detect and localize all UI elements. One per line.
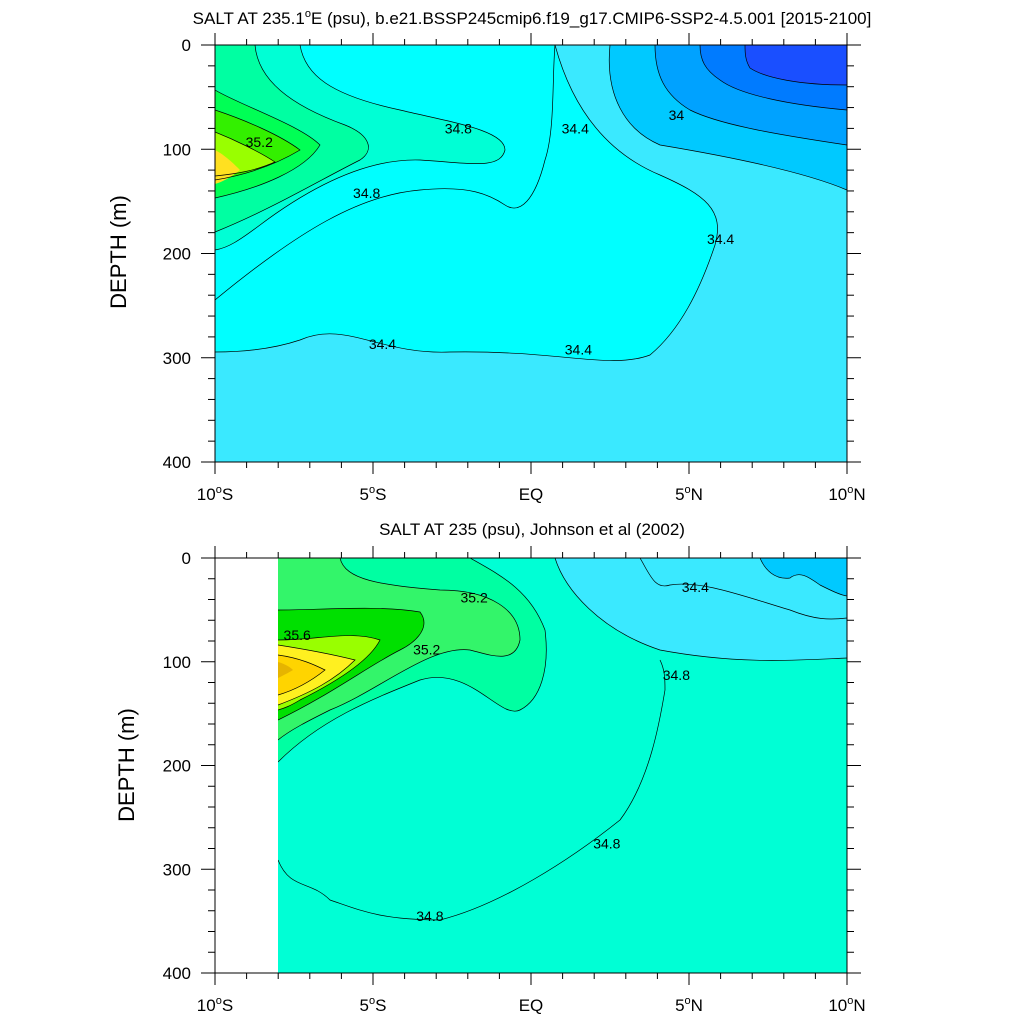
contour-label: 35.2 <box>246 134 273 150</box>
contour-field <box>278 558 847 973</box>
contour-label: 34.4 <box>707 231 734 247</box>
x-tick-label: EQ <box>519 996 544 1015</box>
x-tick-label: 10oN <box>828 484 865 504</box>
contour-label: 34.4 <box>369 336 396 352</box>
contour-label: 34.8 <box>445 120 472 136</box>
x-tick-label: 5oS <box>360 484 387 504</box>
contour-label: 35.2 <box>413 641 440 657</box>
contour-label: 34.8 <box>353 185 380 201</box>
contour-label: 34.8 <box>593 835 620 851</box>
x-tick-label: 10oN <box>828 995 865 1015</box>
contour-band <box>760 558 847 596</box>
contour-label: 35.6 <box>284 627 311 643</box>
x-tick-label: 5oS <box>360 995 387 1015</box>
y-tick-label: 400 <box>163 964 191 983</box>
y-tick-label: 0 <box>182 36 191 55</box>
y-tick-label: 100 <box>163 140 191 159</box>
x-tick-label: 5oN <box>675 995 703 1015</box>
contour-label: 34.4 <box>562 120 589 136</box>
panel-title: SALT AT 235.1oE (psu), b.e21.BSSP245cmip… <box>193 8 872 28</box>
contour-field <box>215 45 847 462</box>
x-tick-label: EQ <box>519 485 544 504</box>
y-axis-label: DEPTH (m) <box>114 708 139 822</box>
contour-labels: 35.6 35.2 35.2 34.4 34.8 34.8 34.8 <box>284 579 710 924</box>
contour-label: 34.4 <box>565 341 592 357</box>
contour-label: 35.2 <box>460 589 487 605</box>
contour-label: 34 <box>669 107 685 123</box>
panel-observed: SALT AT 235 (psu), Johnson et al (2002) <box>114 520 866 1015</box>
y-tick-label: 200 <box>163 245 191 264</box>
x-tick-label: 10oS <box>197 484 233 504</box>
contour-label: 34.4 <box>682 579 709 595</box>
contour-band <box>278 662 293 678</box>
contour-band <box>278 650 665 920</box>
contour-label: 34.8 <box>416 908 443 924</box>
axes: 0 100 200 300 400 10oS 5oS EQ 5oN 10oN <box>163 33 866 504</box>
x-tick-label: 10oS <box>197 995 233 1015</box>
y-axis-label: DEPTH (m) <box>106 195 131 309</box>
y-tick-label: 0 <box>182 549 191 568</box>
y-tick-label: 300 <box>163 349 191 368</box>
contour-label: 34.8 <box>663 667 690 683</box>
contour-band <box>745 45 847 85</box>
panel-model: SALT AT 235.1oE (psu), b.e21.BSSP245cmip… <box>106 8 871 504</box>
axes: 0 100 200 300 400 10oS 5oS EQ 5oN 10oN <box>163 546 866 1015</box>
y-tick-label: 300 <box>163 860 191 879</box>
panel-title: SALT AT 235 (psu), Johnson et al (2002) <box>379 520 685 539</box>
y-tick-label: 100 <box>163 653 191 672</box>
contour-labels: 35.2 34.8 34.8 34.4 34 34.4 34.4 34.4 <box>246 107 735 358</box>
y-tick-label: 400 <box>163 453 191 472</box>
contour-band <box>215 45 718 361</box>
y-tick-label: 200 <box>163 757 191 776</box>
x-tick-label: 5oN <box>675 484 703 504</box>
